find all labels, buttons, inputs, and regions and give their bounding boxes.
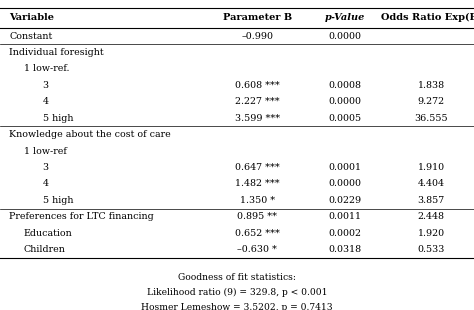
Text: 0.0002: 0.0002 [328,229,361,238]
Text: 0.0000: 0.0000 [328,32,361,41]
Text: 5 high: 5 high [43,114,73,123]
Text: 1.920: 1.920 [418,229,445,238]
Text: 0.608 ***: 0.608 *** [235,81,280,90]
Text: 4.404: 4.404 [418,179,445,188]
Text: Constant: Constant [9,32,53,41]
Text: 1 low-ref.: 1 low-ref. [24,64,69,73]
Text: 0.647 ***: 0.647 *** [235,163,280,172]
Text: 3.599 ***: 3.599 *** [235,114,280,123]
Text: Variable: Variable [9,13,55,22]
Text: Education: Education [24,229,73,238]
Text: 2.227 ***: 2.227 *** [235,97,280,106]
Text: 0.0011: 0.0011 [328,212,361,221]
Text: 1.838: 1.838 [418,81,445,90]
Text: 0.0001: 0.0001 [328,163,361,172]
Text: 0.0229: 0.0229 [328,196,361,205]
Text: 0.0008: 0.0008 [328,81,361,90]
Text: Knowledge about the cost of care: Knowledge about the cost of care [9,130,171,139]
Text: 1 low-ref: 1 low-ref [24,147,66,156]
Text: 0.652 ***: 0.652 *** [235,229,280,238]
Text: 2.448: 2.448 [418,212,445,221]
Text: Odds Ratio Exp(B): Odds Ratio Exp(B) [381,13,474,22]
Text: 0.0000: 0.0000 [328,179,361,188]
Text: 0.895 **: 0.895 ** [237,212,277,221]
Text: 4: 4 [43,97,49,106]
Text: Children: Children [24,245,65,254]
Text: 1.482 ***: 1.482 *** [235,179,280,188]
Text: 3: 3 [43,163,49,172]
Text: 1.350 *: 1.350 * [239,196,275,205]
Text: 4: 4 [43,179,49,188]
Text: 3.857: 3.857 [418,196,445,205]
Text: p-Value: p-Value [325,13,365,22]
Text: Preferences for LTC financing: Preferences for LTC financing [9,212,154,221]
Text: 5 high: 5 high [43,196,73,205]
Text: Likelihood ratio (9) = 329.8, p < 0.001: Likelihood ratio (9) = 329.8, p < 0.001 [147,288,327,297]
Text: Parameter B: Parameter B [223,13,292,22]
Text: –0.630 *: –0.630 * [237,245,277,254]
Text: 0.0005: 0.0005 [328,114,361,123]
Text: Hosmer Lemeshow = 3.5202, p = 0.7413: Hosmer Lemeshow = 3.5202, p = 0.7413 [141,303,333,310]
Text: 3: 3 [43,81,49,90]
Text: 36.555: 36.555 [415,114,448,123]
Text: 0.0000: 0.0000 [328,97,361,106]
Text: 9.272: 9.272 [418,97,445,106]
Text: 0.533: 0.533 [418,245,445,254]
Text: Goodness of fit statistics:: Goodness of fit statistics: [178,273,296,282]
Text: Individual foresight: Individual foresight [9,48,104,57]
Text: –0.990: –0.990 [241,32,273,41]
Text: 0.0318: 0.0318 [328,245,361,254]
Text: 1.910: 1.910 [418,163,445,172]
